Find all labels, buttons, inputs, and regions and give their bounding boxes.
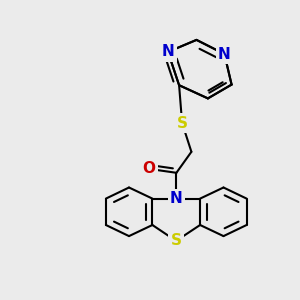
Text: N: N bbox=[170, 191, 183, 206]
Text: N: N bbox=[218, 46, 231, 62]
Text: S: S bbox=[177, 116, 188, 130]
Text: O: O bbox=[142, 161, 156, 176]
Text: S: S bbox=[171, 233, 182, 248]
Text: N: N bbox=[162, 44, 174, 59]
